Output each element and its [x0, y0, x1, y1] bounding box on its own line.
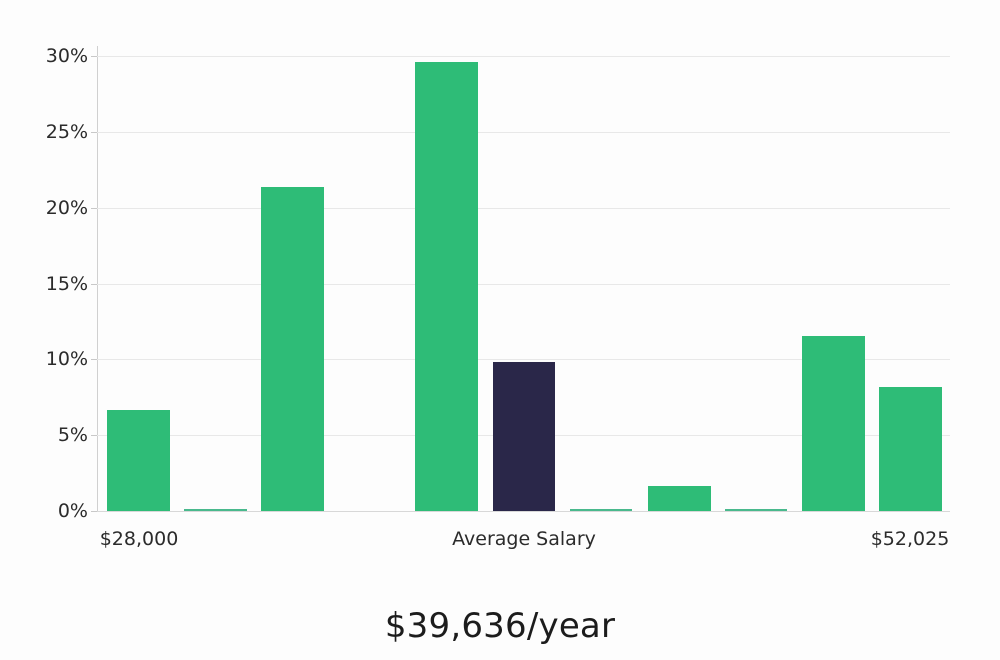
y-axis-tick-label: 30% [45, 45, 88, 67]
y-axis-tick-mark [91, 131, 97, 133]
y-axis-line [97, 46, 98, 512]
bar[interactable] [725, 508, 787, 511]
y-axis-tick-label: 0% [57, 500, 88, 522]
gridline [97, 56, 950, 57]
gridline [97, 131, 950, 133]
chart-caption: $39,636/year [384, 606, 616, 646]
y-axis-tick-mark [91, 283, 97, 285]
x-axis-tick-label: $52,025 [870, 528, 950, 550]
bar[interactable] [107, 410, 170, 511]
y-axis-tick-mark [91, 435, 97, 437]
bar[interactable] [261, 187, 324, 511]
bar-highlighted[interactable] [493, 361, 555, 511]
bar[interactable] [648, 485, 711, 511]
y-axis-tick-mark [91, 511, 97, 512]
bar[interactable] [415, 62, 478, 511]
gridline [97, 511, 950, 512]
y-axis-tick-labels: 0% 5% 10% 15% 20% 25% 30% [0, 0, 88, 660]
y-axis-tick-label: 15% [45, 272, 88, 295]
x-axis-tick-label: Average Salary [452, 528, 596, 550]
gridline [97, 207, 950, 209]
y-axis-tick-label: 20% [45, 196, 88, 219]
gridline [97, 359, 950, 361]
bar[interactable] [570, 508, 632, 511]
bar[interactable] [184, 508, 247, 511]
y-axis-tick-label: 5% [57, 424, 88, 447]
y-axis-tick-label: 25% [45, 120, 88, 143]
bar[interactable] [802, 335, 865, 511]
plot-area [91, 56, 950, 512]
y-axis-tick-mark [91, 359, 97, 361]
gridline [97, 283, 950, 285]
y-axis-tick-mark [91, 56, 97, 57]
x-axis-tick-label: $28,000 [99, 528, 179, 550]
y-axis-tick-mark [91, 207, 97, 209]
x-axis-tick-labels: $28,000 Average Salary $52,025 [0, 528, 1000, 558]
y-axis-tick-label: 10% [45, 348, 88, 371]
bar[interactable] [879, 386, 942, 511]
